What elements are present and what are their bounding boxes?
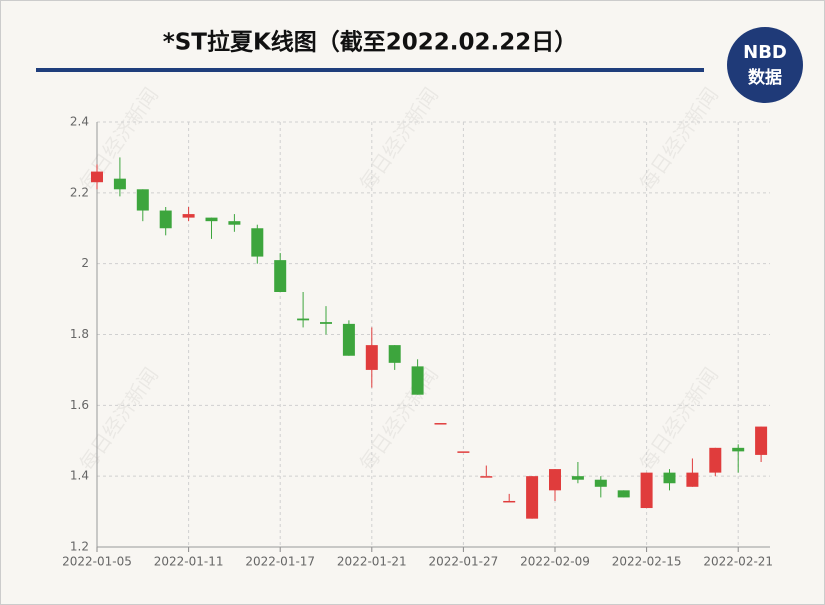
candle-body [755,426,768,455]
y-tick-label: 1.8 [70,327,89,341]
candle-body [526,476,539,519]
candle-body [342,323,355,356]
candle-body [136,189,149,211]
x-tick-label: 2022-01-05 [62,555,132,569]
y-tick-label: 1.6 [70,398,89,412]
x-tick-label: 2022-02-09 [520,555,590,569]
candle-body [411,366,424,395]
logo-bottom: 数据 [748,67,782,88]
y-tick-label: 2.2 [70,185,89,199]
candle-body [434,423,447,425]
candle-body [617,490,630,498]
candle-body [159,210,172,229]
x-tick-label: 2022-02-21 [703,555,773,569]
chart-title: *ST拉夏K线图（截至2022.02.22日） [163,29,578,56]
candle-body [251,228,264,257]
candle-body [709,447,722,473]
x-tick-label: 2022-01-17 [245,555,315,569]
candle-body [182,214,195,218]
candle-body [274,260,287,292]
candle-body [549,469,561,491]
candle-body [686,472,699,487]
candle-body [91,171,103,183]
candle-body [205,217,218,222]
candle-body [480,476,493,478]
candle-body [594,479,607,487]
logo [727,27,803,103]
candle-body [732,447,745,452]
candle-body [320,322,332,324]
x-tick-label: 2022-01-11 [154,555,224,569]
candle-body [113,178,126,190]
title-rule [36,68,704,72]
candle-body [228,221,241,225]
y-tick-label: 1.4 [70,469,89,483]
x-tick-label: 2022-01-21 [337,555,407,569]
candle-body [365,345,378,370]
y-tick-label: 1.2 [70,540,89,554]
y-tick-label: 2.4 [70,115,89,129]
candle-body [297,318,310,321]
candle-body [571,476,584,480]
y-tick-label: 2 [81,256,89,270]
logo-top: NBD [743,42,787,63]
candle-body [503,500,516,503]
x-tick-label: 2022-02-15 [612,555,682,569]
candle-body [388,345,401,363]
candle-body [663,472,676,484]
x-tick-label: 2022-01-27 [429,555,499,569]
candle-body [640,472,653,509]
candle-body [457,451,470,453]
